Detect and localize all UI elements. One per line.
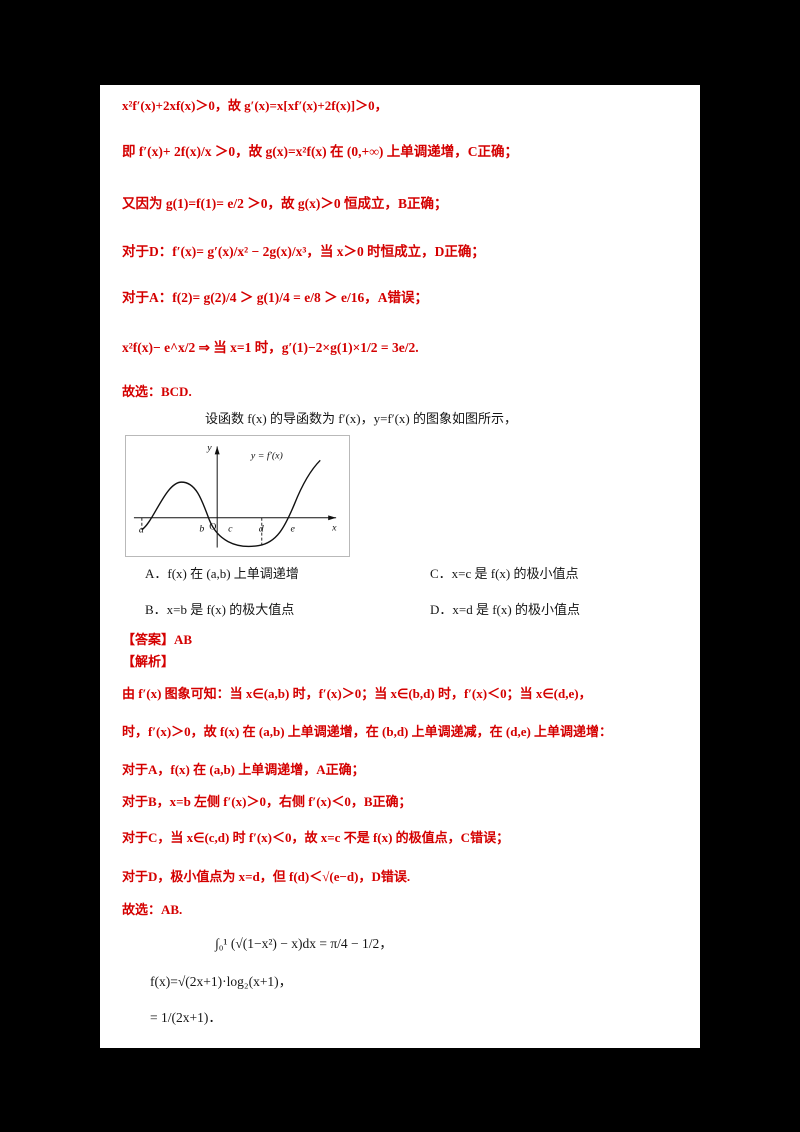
analysis-label: 【解析】 (122, 654, 175, 669)
origin-label: O (209, 522, 216, 533)
x-axis-arrow (328, 515, 337, 521)
y-axis-arrow (214, 446, 220, 455)
solution1-line-4: 对于D：f′(x)= g′(x)/x² − 2g(x)/x³，当 x＞0 时恒成… (122, 244, 485, 259)
point-c-label: c (228, 524, 233, 535)
fprime-curve (141, 459, 321, 548)
problem-statement: 设函数 f(x) 的导函数为 f′(x)，y=f′(x) 的图象如图所示， (205, 411, 517, 426)
point-d-label: d (259, 524, 264, 535)
point-e-label: e (291, 524, 296, 535)
document-page: x²f′(x)+2xf(x)＞0，故 g′(x)=x[xf′(x)+2f(x)]… (100, 85, 700, 1048)
analysis-line-2: 时，f′(x)＞0，故 f(x) 在 (a,b) 上单调递增，在 (b,d) 上… (122, 724, 613, 739)
solution1-conclusion: 故选：BCD. (122, 384, 192, 399)
solution1-line-2: 即 f′(x)+ 2f(x)/x ＞0，故 g(x)=x²f(x) 在 (0,+… (122, 144, 518, 159)
solution1-line-1: x²f′(x)+2xf(x)＞0，故 g′(x)=x[xf′(x)+2f(x)]… (122, 98, 388, 113)
x-axis-label: x (331, 523, 337, 534)
option-c: C．x=c 是 f(x) 的极小值点 (430, 566, 579, 581)
next-line-1: ∫₀¹ (√(1−x²) − x)dx = π/4 − 1/2， (215, 936, 393, 951)
analysis-line-a: 对于A，f(x) 在 (a,b) 上单调递增，A正确； (122, 762, 365, 777)
analysis-line-b: 对于B，x=b 左侧 f′(x)＞0，右侧 f′(x)＜0，B正确； (122, 794, 412, 809)
analysis-line-c: 对于C，当 x∈(c,d) 时 f′(x)＜0，故 x=c 不是 f(x) 的极… (122, 830, 510, 845)
derivative-graph-figure: y x O a b c d e y = f′(x) (125, 435, 350, 557)
answer-label: 【答案】AB (122, 632, 193, 647)
option-d: D．x=d 是 f(x) 的极小值点 (430, 602, 580, 617)
analysis-line-d: 对于D，极小值点为 x=d，但 f(d)＜√(e−d)，D错误. (122, 869, 411, 884)
analysis-line-1: 由 f′(x) 图象可知：当 x∈(a,b) 时，f′(x)＞0；当 x∈(b,… (122, 686, 592, 701)
y-axis-label: y (206, 442, 212, 453)
solution1-line-6: x²f(x)− e^x/2 ⇒ 当 x=1 时，g′(1)−2×g(1)×1/2… (122, 340, 419, 355)
derivative-graph-svg: y x O a b c d e y = f′(x) (133, 442, 337, 548)
analysis-conclusion: 故选：AB. (122, 902, 183, 917)
next-line-2: f(x)=√(2x+1)·log₂(x+1)， (150, 974, 293, 989)
point-a-label: a (139, 525, 144, 536)
next-line-3: = 1/(2x+1)． (150, 1010, 222, 1025)
point-b-label: b (199, 524, 204, 535)
option-a: A．f(x) 在 (a,b) 上单调递增 (145, 566, 299, 581)
solution1-line-5: 对于A：f(2)= g(2)/4 ＞ g(1)/4 = e/8 ＞ e/16，A… (122, 290, 428, 305)
curve-equation-label: y = f′(x) (250, 450, 283, 461)
option-b: B．x=b 是 f(x) 的极大值点 (145, 602, 295, 617)
solution1-line-3: 又因为 g(1)=f(1)= e/2 ＞0，故 g(x)＞0 恒成立，B正确； (122, 196, 448, 211)
